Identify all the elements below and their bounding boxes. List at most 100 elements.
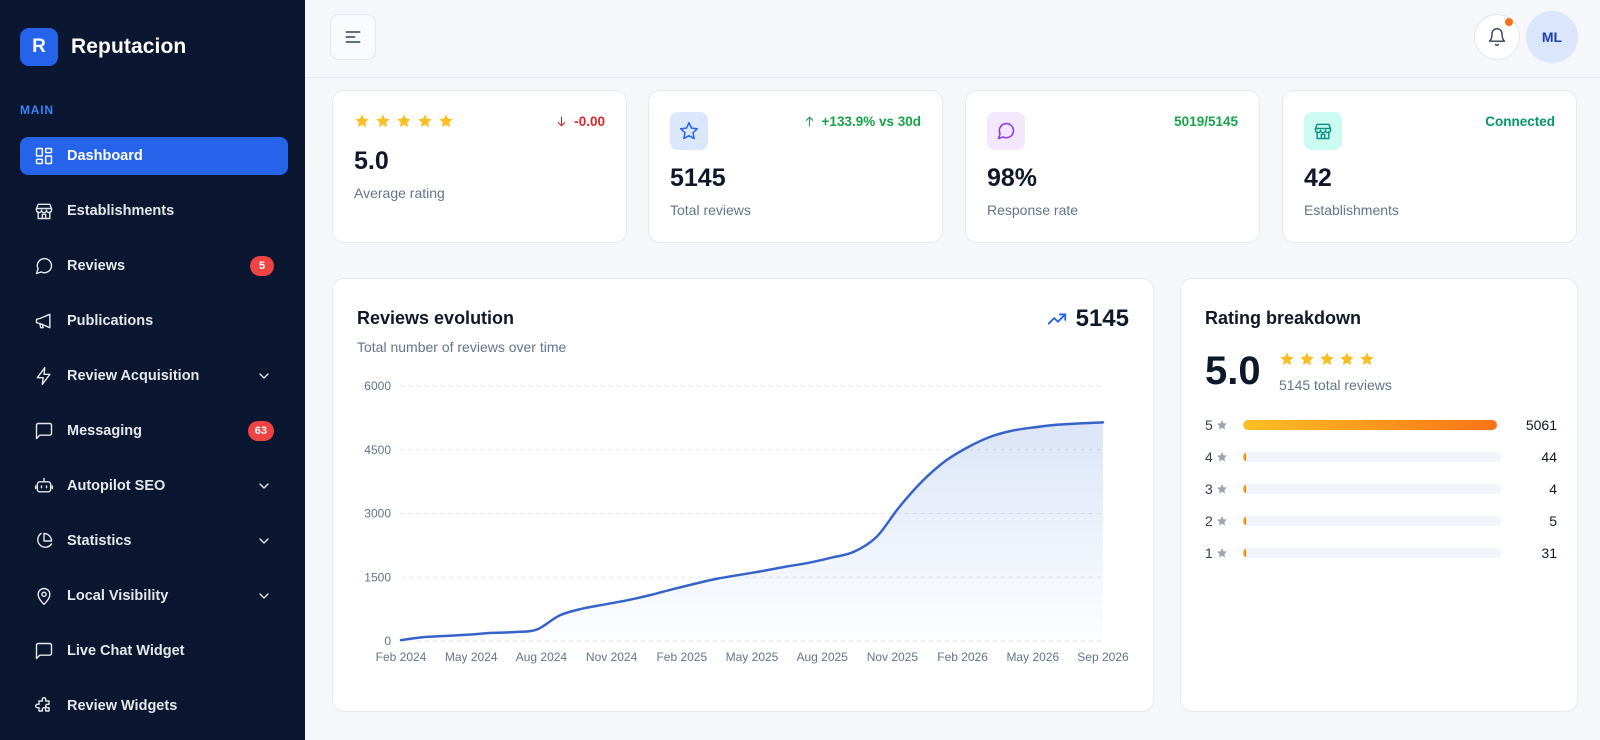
chevron-down-icon[interactable] xyxy=(256,533,272,549)
sidebar-item-review-widgets[interactable]: Review Widgets xyxy=(20,687,288,725)
chart-data-point[interactable] xyxy=(602,601,608,607)
sidebar-item-reviews[interactable]: Reviews 5 xyxy=(20,247,288,285)
star-icon xyxy=(1359,351,1375,367)
chart-data-point[interactable] xyxy=(828,555,834,561)
chevron-down-icon[interactable] xyxy=(256,368,272,384)
trending-up-icon xyxy=(1047,313,1066,325)
sidebar-item-publications[interactable]: Publications xyxy=(20,302,288,340)
chart-title: Reviews evolution xyxy=(357,308,515,328)
brand[interactable]: R Reputacion xyxy=(20,28,186,66)
chart-data-point[interactable] xyxy=(579,606,585,612)
chart-data-point[interactable] xyxy=(715,576,721,582)
breakdown-level: 2 xyxy=(1205,513,1235,529)
star-icon xyxy=(396,113,412,129)
rating-breakdown-card: Rating breakdown 5.0 5145 total reviews … xyxy=(1180,278,1578,712)
y-tick-label: 4500 xyxy=(364,443,391,457)
chart-data-point[interactable] xyxy=(1077,420,1083,426)
stat-trend-text: 5019/5145 xyxy=(1174,114,1238,129)
star-icon xyxy=(1216,516,1227,526)
x-tick-label: Feb 2026 xyxy=(937,650,988,664)
stat-label: Total reviews xyxy=(670,202,751,218)
chart-data-point[interactable] xyxy=(738,572,744,578)
stat-label: Response rate xyxy=(987,202,1079,218)
star-icon xyxy=(417,113,433,129)
chart-data-point[interactable] xyxy=(760,568,766,574)
stat-trend-text: +133.9% vs 30d xyxy=(821,114,921,129)
megaphone-icon xyxy=(34,311,54,331)
breakdown-level-number: 1 xyxy=(1205,545,1213,561)
chart-data-point[interactable] xyxy=(1055,422,1061,428)
avatar[interactable]: ML xyxy=(1526,11,1578,63)
stat-card-establishments: Connected 42 Establishments xyxy=(1282,90,1577,243)
stat-trend-text: Connected xyxy=(1485,114,1555,129)
breakdown-row: 4 44 xyxy=(1205,441,1557,473)
chart-data-point[interactable] xyxy=(851,549,857,555)
messaging-count-badge: 63 xyxy=(247,421,274,441)
chart-data-point[interactable] xyxy=(941,459,947,465)
notification-dot xyxy=(1505,18,1513,26)
chat-icon xyxy=(34,641,54,661)
pie-chart-icon xyxy=(34,531,54,551)
chevron-down-icon[interactable] xyxy=(256,478,272,494)
chevron-down-icon[interactable] xyxy=(256,588,272,604)
chart-data-point[interactable] xyxy=(443,633,449,639)
chart-data-point[interactable] xyxy=(964,445,970,451)
y-tick-label: 0 xyxy=(384,634,391,648)
breakdown-row: 3 4 xyxy=(1205,473,1557,505)
arrow-up-icon xyxy=(805,116,813,127)
chart-data-point[interactable] xyxy=(1032,424,1038,430)
chart-data-point[interactable] xyxy=(489,630,495,636)
chart-data-point[interactable] xyxy=(1009,428,1015,434)
breakdown-level: 3 xyxy=(1205,481,1235,497)
message-circle-icon xyxy=(34,256,54,276)
sidebar-item-autopilot-seo[interactable]: Autopilot SEO xyxy=(20,467,288,505)
chart-data-point[interactable] xyxy=(1100,419,1106,425)
sidebar-item-live-chat-widget[interactable]: Live Chat Widget xyxy=(20,632,288,670)
chart-data-point[interactable] xyxy=(398,637,404,643)
chart-data-point[interactable] xyxy=(557,613,563,619)
chart-data-point[interactable] xyxy=(874,534,880,540)
stat-trend-text: -0.00 xyxy=(574,114,605,129)
chart-series-line xyxy=(399,421,1105,642)
store-icon xyxy=(1314,123,1332,140)
star-icon xyxy=(1216,548,1227,558)
breakdown-total-reviews: 5145 total reviews xyxy=(1279,377,1392,393)
sidebar-item-establishments[interactable]: Establishments xyxy=(20,192,288,230)
sidebar-item-label: Reviews xyxy=(67,258,126,274)
chart-data-point[interactable] xyxy=(534,627,540,633)
sidebar-item-local-visibility[interactable]: Local Visibility xyxy=(20,577,288,615)
x-tick-label: Nov 2025 xyxy=(867,650,919,664)
breakdown-level-number: 4 xyxy=(1205,449,1213,465)
stat-trend: +133.9% vs 30d xyxy=(803,114,921,129)
x-tick-label: Aug 2024 xyxy=(516,650,568,664)
chart-data-point[interactable] xyxy=(511,629,517,635)
sidebar-item-label: Review Widgets xyxy=(67,698,178,714)
sidebar-item-dashboard[interactable]: Dashboard xyxy=(20,137,288,175)
chart-data-point[interactable] xyxy=(692,581,698,587)
chart-data-point[interactable] xyxy=(783,564,789,570)
stat-icon-box xyxy=(987,112,1025,150)
chart-data-point[interactable] xyxy=(806,560,812,566)
x-tick-label: May 2024 xyxy=(445,650,498,664)
chart-data-point[interactable] xyxy=(647,592,653,598)
star-icon xyxy=(1319,351,1335,367)
stat-label: Average rating xyxy=(354,185,445,201)
chart-data-point[interactable] xyxy=(896,504,902,510)
chart-data-point[interactable] xyxy=(421,634,427,640)
sidebar-item-label: Statistics xyxy=(67,533,132,549)
menu-toggle-button[interactable] xyxy=(330,14,376,60)
notifications-button[interactable] xyxy=(1474,14,1520,60)
sidebar-item-messaging[interactable]: Messaging 63 xyxy=(20,412,288,450)
chart-data-point[interactable] xyxy=(919,479,925,485)
sidebar-item-label: Establishments xyxy=(67,203,175,219)
chart-data-point[interactable] xyxy=(624,597,630,603)
chart-data-point[interactable] xyxy=(670,586,676,592)
breakdown-rows: 5 5061 4 44 3 4 2 5 1 31 xyxy=(1205,409,1557,569)
sidebar-item-statistics[interactable]: Statistics xyxy=(20,522,288,560)
sidebar-item-label: Autopilot SEO xyxy=(67,478,166,494)
chart-data-point[interactable] xyxy=(466,632,472,638)
chart-data-point[interactable] xyxy=(987,434,993,440)
sidebar-item-review-acquisition[interactable]: Review Acquisition xyxy=(20,357,288,395)
chart-total: 5145 xyxy=(1046,305,1129,333)
stat-card-response-rate: 5019/5145 98% Response rate xyxy=(965,90,1260,243)
